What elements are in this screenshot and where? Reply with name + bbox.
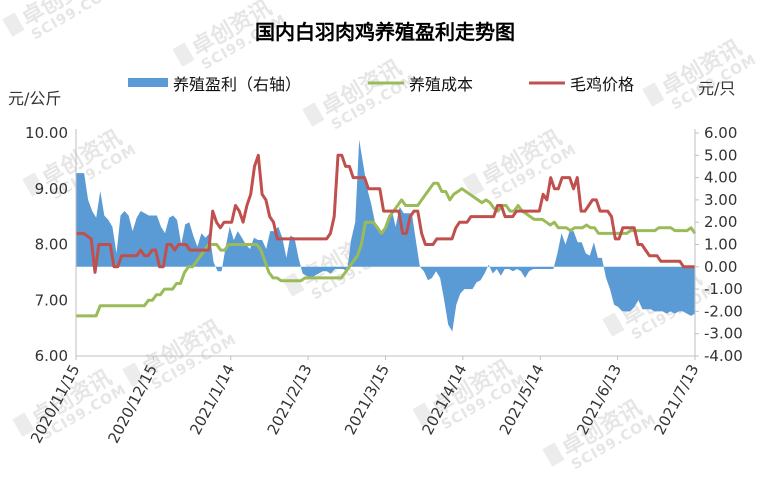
watermark-logo bbox=[602, 312, 625, 337]
legend: 养殖盈利（右轴） 养殖成本 毛鸡价格 bbox=[128, 75, 634, 94]
legend-swatch-profit bbox=[128, 78, 168, 87]
watermark-logo bbox=[12, 412, 35, 437]
right-tick-label: 6.00 bbox=[704, 124, 737, 142]
plot-area bbox=[76, 139, 697, 332]
legend-label-cost: 养殖成本 bbox=[409, 75, 473, 94]
right-axis-unit: 元/只 bbox=[698, 79, 735, 98]
series-line-cost bbox=[76, 181, 697, 318]
right-tick-label: 1.00 bbox=[704, 236, 737, 254]
right-tick-label: 5.00 bbox=[704, 146, 737, 164]
watermark-logo bbox=[22, 172, 45, 197]
right-tick-label: 2.00 bbox=[704, 213, 737, 231]
right-tick-label: 0.00 bbox=[704, 258, 737, 276]
left-tick-label: 10.00 bbox=[25, 124, 68, 142]
watermark-logo bbox=[122, 362, 145, 387]
series-area-profit bbox=[76, 139, 695, 332]
legend-label-profit: 养殖盈利（右轴） bbox=[173, 75, 301, 94]
left-tick-label: 6.00 bbox=[35, 347, 68, 365]
watermark-logo bbox=[2, 12, 25, 37]
right-tick-label: -2.00 bbox=[704, 302, 743, 320]
legend-label-price: 毛鸡价格 bbox=[570, 75, 634, 94]
watermark-logo bbox=[462, 172, 485, 197]
left-axis-unit: 元/公斤 bbox=[8, 89, 61, 108]
right-tick-label: -1.00 bbox=[704, 280, 743, 298]
right-tick-label: -3.00 bbox=[704, 325, 743, 343]
watermark-logo bbox=[642, 82, 665, 107]
watermark-logo bbox=[282, 272, 305, 297]
watermark-logo bbox=[412, 402, 435, 427]
watermark-logo bbox=[302, 102, 325, 127]
watermark-logo bbox=[172, 42, 195, 67]
chart-title: 国内白羽肉鸡养殖盈利走势图 bbox=[255, 20, 515, 44]
left-tick-label: 7.00 bbox=[35, 291, 68, 309]
series-line-price bbox=[76, 153, 695, 274]
left-tick-label: 8.00 bbox=[35, 236, 68, 254]
right-tick-label: 4.00 bbox=[704, 169, 737, 187]
left-tick-label: 9.00 bbox=[35, 180, 68, 198]
right-tick-label: 3.00 bbox=[704, 191, 737, 209]
watermark-logo bbox=[542, 442, 565, 467]
right-tick-label: -4.00 bbox=[704, 347, 743, 365]
